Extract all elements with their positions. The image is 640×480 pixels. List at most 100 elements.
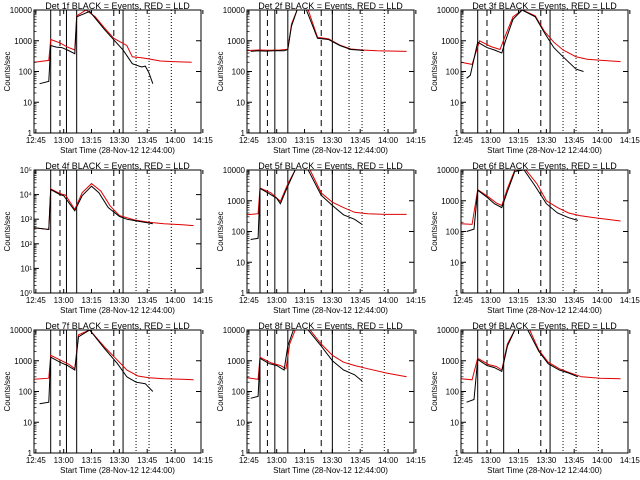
x-tick-label: 13:30: [109, 136, 130, 145]
events-series-line: [466, 330, 579, 403]
x-tick-label: 13:15: [509, 456, 530, 465]
x-tick-label: 14:00: [378, 136, 399, 145]
y-tick-label: 10: [236, 418, 245, 427]
y-tick-label: 1000: [14, 357, 32, 366]
y-tick-label: 10³: [20, 215, 32, 224]
chart-title: Det 6f BLACK = Events, RED = LLD: [472, 161, 617, 171]
y-tick-label: 100: [232, 68, 246, 77]
x-tick-label: 13:15: [295, 456, 316, 465]
chart-panel: Det 7f BLACK = Events, RED = LLD 12:45 13:…: [3, 321, 213, 475]
chart-panel: Det 3f BLACK = Events, RED = LLD 12:45 13:…: [430, 1, 640, 155]
lld-series-line: [461, 10, 621, 65]
x-tick-label: 14:15: [193, 456, 214, 465]
y-tick-label: 10: [236, 98, 245, 107]
chart-panel: Det 2f BLACK = Events, RED = LLD 12:45 13:…: [216, 1, 426, 155]
events-series-line: [39, 10, 154, 85]
x-tick-label: 13:15: [82, 136, 103, 145]
y-tick-label: 100: [232, 228, 246, 237]
y-axis-label: Counts/sec: [430, 371, 439, 411]
y-tick-label: 10: [450, 98, 459, 107]
plot-frame: [246, 169, 415, 294]
events-series-line: [250, 170, 363, 240]
chart-title: Det 9f BLACK = Events, RED = LLD: [472, 321, 617, 331]
plot-frame: [246, 329, 415, 454]
x-tick-label: 13:15: [295, 136, 316, 145]
x-tick-label: 13:15: [509, 136, 530, 145]
chart-title: Det 5f BLACK = Events, RED = LLD: [258, 161, 403, 171]
x-tick-label: 13:45: [137, 136, 158, 145]
plot-frame: [460, 9, 629, 134]
x-tick-label: 13:45: [564, 456, 585, 465]
x-tick-label: 14:15: [193, 296, 214, 305]
y-tick-label: 10000: [223, 166, 246, 175]
y-axis-label: Counts/sec: [216, 371, 225, 411]
x-tick-label: 13:30: [322, 136, 343, 145]
lld-series-line: [247, 170, 407, 216]
y-axis-label: Counts/sec: [216, 211, 225, 251]
x-tick-label: 13:30: [322, 296, 343, 305]
x-tick-label: 12:45: [239, 296, 260, 305]
y-axis-label: Counts/sec: [3, 51, 12, 91]
x-tick-label: 12:45: [26, 296, 47, 305]
x-tick-label: 13:00: [267, 296, 288, 305]
x-axis-label: Start Time (28-Nov-12 12:44:00): [273, 306, 388, 315]
x-tick-label: 13:45: [564, 136, 585, 145]
chart-panel: Det 9f BLACK = Events, RED = LLD 12:45 13:…: [430, 321, 640, 475]
y-tick-label: 1: [455, 289, 460, 298]
x-tick-label: 14:15: [620, 296, 640, 305]
x-tick-label: 13:00: [54, 136, 75, 145]
x-axis-label: Start Time (28-Nov-12 12:44:00): [60, 466, 175, 475]
y-tick-label: 10000: [437, 166, 460, 175]
x-tick-label: 14:15: [406, 136, 427, 145]
y-tick-label: 10⁴: [20, 191, 33, 200]
y-tick-label: 10000: [223, 326, 246, 335]
x-tick-label: 13:00: [481, 136, 502, 145]
y-tick-label: 1000: [441, 197, 459, 206]
lld-series-line: [461, 170, 621, 225]
y-tick-label: 1000: [441, 37, 459, 46]
lld-series-line: [34, 10, 192, 63]
x-tick-label: 14:15: [193, 136, 214, 145]
chart-panel: Det 4f BLACK = Events, RED = LLD 12:45 13:…: [3, 161, 213, 315]
x-tick-label: 13:30: [536, 456, 557, 465]
y-tick-label: 10: [450, 418, 459, 427]
y-tick-label: 10⁰: [20, 289, 32, 298]
lld-series-line: [34, 182, 194, 231]
events-series-line: [466, 170, 579, 232]
x-tick-label: 13:15: [82, 296, 103, 305]
y-tick-label: 1: [28, 129, 33, 138]
y-tick-label: 1000: [227, 357, 245, 366]
x-tick-label: 13:00: [267, 456, 288, 465]
x-tick-label: 14:00: [165, 456, 186, 465]
y-tick-label: 10²: [20, 240, 32, 249]
x-tick-label: 13:30: [536, 136, 557, 145]
x-tick-label: 14:00: [592, 456, 613, 465]
x-tick-label: 12:45: [26, 456, 47, 465]
y-tick-label: 100: [446, 228, 460, 237]
y-tick-label: 10⁵: [20, 166, 32, 175]
events-series-line: [34, 185, 153, 231]
x-tick-label: 14:00: [165, 136, 186, 145]
x-tick-label: 13:45: [350, 296, 371, 305]
x-tick-label: 14:15: [620, 456, 640, 465]
y-tick-label: 10: [23, 418, 32, 427]
x-tick-label: 13:15: [82, 456, 103, 465]
y-tick-label: 100: [19, 388, 33, 397]
lld-series-line: [247, 330, 407, 380]
plot-frame: [460, 329, 629, 454]
y-tick-label: 10000: [223, 6, 246, 15]
x-axis-label: Start Time (28-Nov-12 12:44:00): [487, 466, 602, 475]
y-axis-label: Counts/sec: [430, 211, 439, 251]
x-tick-label: 13:00: [481, 296, 502, 305]
x-tick-label: 13:00: [54, 456, 75, 465]
plot-frame: [460, 169, 629, 294]
x-tick-label: 13:00: [54, 296, 75, 305]
plot-frame: [246, 9, 415, 134]
events-series-line: [250, 330, 363, 399]
y-tick-label: 10: [450, 258, 459, 267]
chart-panel: Det 1f BLACK = Events, RED = LLD 12:45 13:…: [3, 1, 213, 155]
lld-series-line: [461, 330, 621, 381]
x-tick-label: 13:30: [109, 296, 130, 305]
events-series-line: [250, 10, 364, 52]
x-tick-label: 14:15: [406, 456, 427, 465]
